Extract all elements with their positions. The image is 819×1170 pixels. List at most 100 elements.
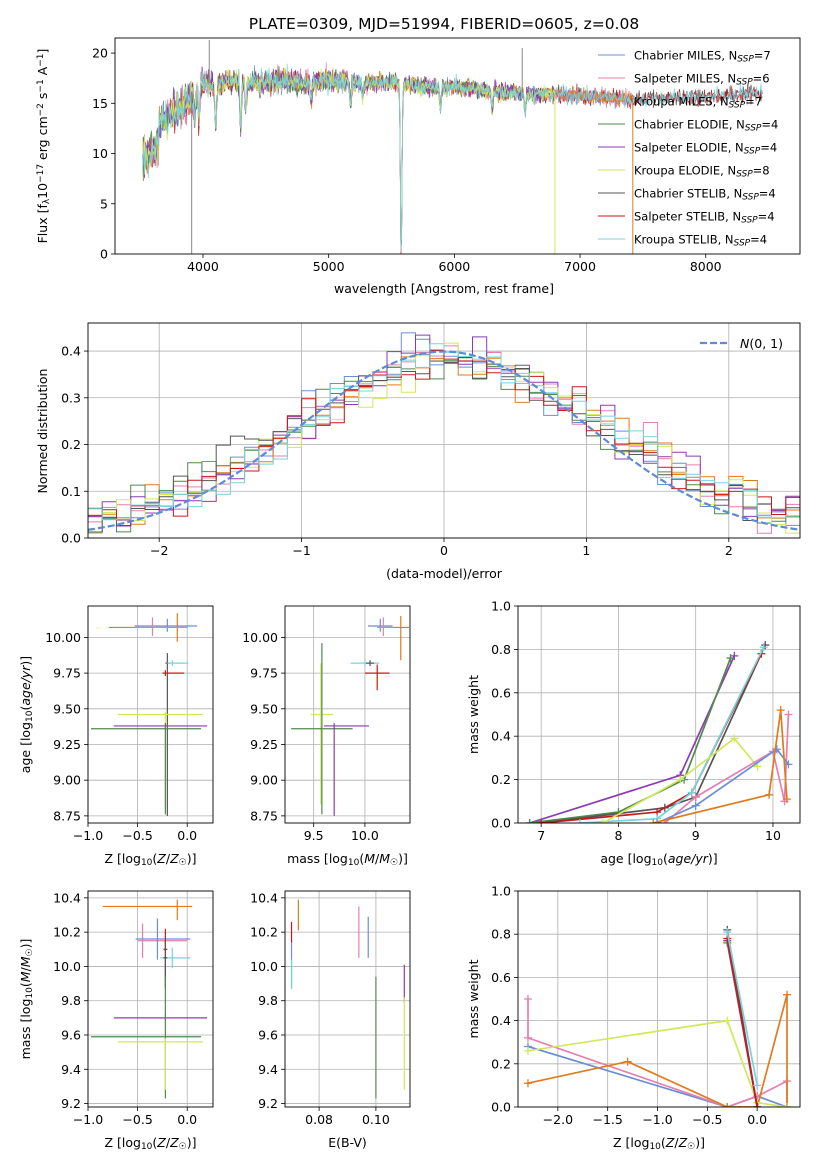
tick-label-y: 9.4 bbox=[61, 1062, 81, 1077]
legend-entry-part: =4 bbox=[761, 118, 778, 132]
x-axis-label: E(B-V) bbox=[328, 1135, 367, 1150]
x-axis-label: age [log10(age/yr)] bbox=[600, 851, 717, 868]
legend-entry-part: =7 bbox=[745, 95, 762, 109]
tick-label-x: 0 bbox=[440, 543, 448, 558]
x-axis-label-part: ] bbox=[403, 851, 408, 866]
x-axis-label-part: E(B-V) bbox=[328, 1135, 367, 1150]
tick-label-y: 0.4 bbox=[491, 1013, 511, 1028]
y-axis-label-part: / bbox=[18, 966, 33, 971]
mass_vs_ebv-axes: 0.08 0.10 9.2 9.4 9.6 9.8 10.0 10.2 10.4 E(B-V) bbox=[250, 890, 411, 1150]
x-axis-label-part: Z [ bbox=[613, 1135, 630, 1150]
axes-frame bbox=[87, 322, 801, 539]
x-axis-label-part: Z bbox=[665, 1135, 675, 1150]
legend-entry: Kroupa STELIB, NSSP=4 bbox=[634, 233, 767, 249]
tick-label-x: −2.0 bbox=[543, 1112, 573, 1127]
tick-label-y: 10.2 bbox=[250, 925, 278, 940]
legend-entry-part: Chabrier ELODIE, N bbox=[634, 118, 745, 132]
weight-marker bbox=[753, 1081, 762, 1090]
legend-entry-part: Kroupa MILES, N bbox=[634, 95, 729, 109]
tick-label-x: 7 bbox=[537, 828, 545, 843]
tick-label-x: 10.0 bbox=[351, 828, 379, 843]
tick-label-x: 0.0 bbox=[747, 1112, 767, 1127]
y-axis-label-part: −2 bbox=[36, 103, 46, 116]
y-axis-label-part: −1 bbox=[36, 79, 46, 92]
tick-label-x: −1.0 bbox=[642, 1112, 672, 1127]
weight-marker bbox=[784, 710, 793, 719]
x-axis-label-part: age [ bbox=[600, 851, 632, 866]
weight-marker bbox=[598, 819, 607, 823]
weight-line bbox=[602, 737, 759, 823]
axes-frame bbox=[284, 890, 411, 1108]
weight-line bbox=[541, 644, 766, 823]
tick-label-y: 5 bbox=[100, 196, 108, 211]
age_vs_mass-marks bbox=[291, 615, 409, 816]
tick-label-y: 0.1 bbox=[61, 484, 81, 499]
x-axis-label-part: 10 bbox=[141, 1142, 153, 1152]
legend-entry-part: SSP bbox=[729, 101, 746, 111]
weight-marker bbox=[523, 1046, 532, 1055]
tick-label-x: 6000 bbox=[438, 259, 470, 274]
x-axis-label-part: Z bbox=[156, 1135, 166, 1150]
y-axis-label: Normed distribution bbox=[35, 369, 50, 494]
tick-label-y: 0 bbox=[100, 247, 108, 262]
tick-label-x: −0.5 bbox=[122, 1112, 152, 1127]
y-axis-label: age [log10(age/yr)] bbox=[18, 656, 35, 773]
x-axis-label: (data-model)/error bbox=[386, 566, 503, 581]
tick-label-x: −1.0 bbox=[73, 1112, 103, 1127]
weight-marker bbox=[772, 745, 781, 754]
spectrum-line bbox=[142, 66, 556, 246]
x-axis-label-part: ) bbox=[398, 851, 403, 866]
tick-label-y: 9.50 bbox=[250, 701, 278, 716]
tick-label-x: 0.10 bbox=[362, 1112, 390, 1127]
legend-entry-part: SSP bbox=[742, 193, 759, 203]
x-axis-label-part: ☉ bbox=[179, 1142, 187, 1152]
x-axis-label-part: age/yr bbox=[668, 851, 709, 866]
weight-marker bbox=[691, 792, 700, 801]
weight_vs_Z-marks bbox=[523, 925, 792, 1107]
x-axis-label-part: M bbox=[379, 851, 390, 866]
tick-label-y: 9.75 bbox=[250, 666, 278, 681]
weight-line bbox=[529, 655, 736, 823]
y-axis-label-part: age/yr bbox=[18, 665, 33, 706]
y-axis-label-part: ] bbox=[35, 49, 50, 54]
x-axis-label-part: / bbox=[375, 851, 380, 866]
x-axis-label-part: mass [ bbox=[287, 851, 329, 866]
legend-entry: Salpeter ELODIE, NSSP=4 bbox=[634, 141, 777, 157]
legend-entry: Kroupa ELODIE, NSSP=8 bbox=[634, 164, 770, 180]
weight-marker bbox=[782, 795, 791, 804]
y-axis-label-part: ) bbox=[18, 661, 33, 666]
weight-line bbox=[527, 994, 788, 1107]
axes-frame bbox=[87, 605, 214, 824]
tick-label-y: 9.75 bbox=[53, 666, 81, 681]
x-axis-label-part: ( bbox=[661, 1135, 666, 1150]
x-axis-label-part: ( bbox=[152, 1135, 157, 1150]
tick-label-y: 0.4 bbox=[61, 344, 81, 359]
weight-marker bbox=[783, 1103, 792, 1107]
y-axis-label-part: M bbox=[18, 971, 33, 982]
legend-entry: Salpeter STELIB, NSSP=4 bbox=[634, 210, 775, 226]
tick-label-y: 0.0 bbox=[61, 531, 81, 546]
tick-label-x: −0.5 bbox=[692, 1112, 722, 1127]
y-axis-label-part: 10 bbox=[25, 987, 35, 999]
weight-marker bbox=[575, 819, 584, 823]
axes-frame bbox=[87, 890, 214, 1108]
tick-label-x: 8000 bbox=[690, 259, 722, 274]
weight-marker bbox=[723, 1103, 732, 1107]
y-axis-label-part: age [ bbox=[18, 741, 33, 773]
weight-line bbox=[726, 931, 759, 1086]
spectrum-marks bbox=[142, 40, 763, 254]
histogram-series bbox=[88, 353, 800, 533]
tick-label-y: 0.8 bbox=[491, 927, 511, 942]
tick-label-y: 10.00 bbox=[242, 630, 278, 645]
y-axis-label-part: 10 bbox=[35, 183, 50, 199]
y-axis-label-part: λ bbox=[42, 198, 52, 204]
x-axis-label-part: log bbox=[122, 1135, 141, 1150]
tick-label-y: 9.6 bbox=[258, 1028, 278, 1043]
x-axis-label-part: Z bbox=[678, 1135, 688, 1150]
legend-entry-part: SSP bbox=[744, 147, 761, 157]
weight-marker bbox=[687, 788, 696, 797]
spectrum-line bbox=[142, 67, 556, 247]
weight-line bbox=[529, 657, 732, 823]
